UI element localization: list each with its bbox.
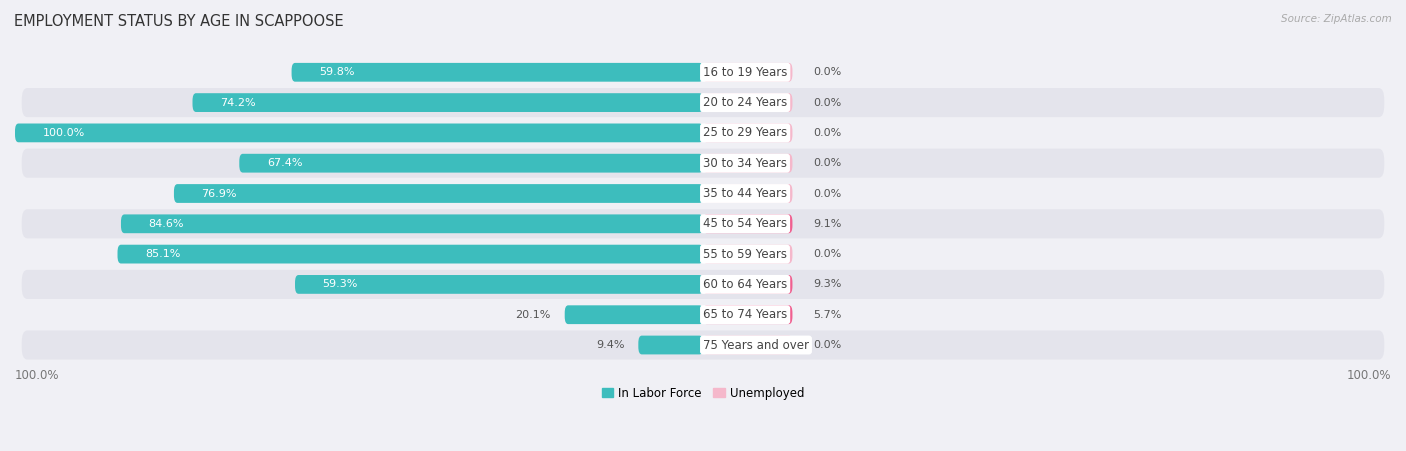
Text: 9.1%: 9.1%: [813, 219, 841, 229]
Text: Source: ZipAtlas.com: Source: ZipAtlas.com: [1281, 14, 1392, 23]
FancyBboxPatch shape: [703, 124, 793, 142]
FancyBboxPatch shape: [703, 336, 793, 354]
Text: 45 to 54 Years: 45 to 54 Years: [703, 217, 787, 230]
FancyBboxPatch shape: [118, 245, 703, 263]
FancyBboxPatch shape: [21, 179, 1385, 208]
FancyBboxPatch shape: [703, 63, 793, 82]
FancyBboxPatch shape: [21, 239, 1385, 269]
FancyBboxPatch shape: [703, 275, 793, 294]
Text: 35 to 44 Years: 35 to 44 Years: [703, 187, 787, 200]
FancyBboxPatch shape: [703, 245, 793, 263]
Text: 85.1%: 85.1%: [145, 249, 180, 259]
Text: 0.0%: 0.0%: [813, 249, 841, 259]
FancyBboxPatch shape: [638, 336, 703, 354]
Text: 100.0%: 100.0%: [42, 128, 84, 138]
Text: 75 Years and over: 75 Years and over: [703, 339, 808, 351]
Text: 9.3%: 9.3%: [813, 280, 841, 290]
Text: 60 to 64 Years: 60 to 64 Years: [703, 278, 787, 291]
Text: 100.0%: 100.0%: [15, 368, 59, 382]
Text: 55 to 59 Years: 55 to 59 Years: [703, 248, 787, 261]
Text: 9.4%: 9.4%: [596, 340, 624, 350]
FancyBboxPatch shape: [21, 58, 1385, 87]
Text: 59.3%: 59.3%: [322, 280, 359, 290]
FancyBboxPatch shape: [21, 118, 1385, 147]
FancyBboxPatch shape: [703, 184, 793, 203]
FancyBboxPatch shape: [291, 63, 703, 82]
Text: 25 to 29 Years: 25 to 29 Years: [703, 126, 787, 139]
Text: 16 to 19 Years: 16 to 19 Years: [703, 66, 787, 79]
Text: 0.0%: 0.0%: [813, 189, 841, 198]
FancyBboxPatch shape: [239, 154, 703, 173]
Text: 0.0%: 0.0%: [813, 158, 841, 168]
FancyBboxPatch shape: [703, 93, 793, 112]
Text: 84.6%: 84.6%: [149, 219, 184, 229]
FancyBboxPatch shape: [703, 305, 793, 324]
FancyBboxPatch shape: [121, 214, 703, 233]
Text: 0.0%: 0.0%: [813, 128, 841, 138]
Text: 20.1%: 20.1%: [516, 310, 551, 320]
Text: 65 to 74 Years: 65 to 74 Years: [703, 308, 787, 321]
Legend: In Labor Force, Unemployed: In Labor Force, Unemployed: [598, 382, 808, 405]
Text: 67.4%: 67.4%: [267, 158, 302, 168]
FancyBboxPatch shape: [21, 300, 1385, 329]
FancyBboxPatch shape: [21, 88, 1385, 117]
Text: 0.0%: 0.0%: [813, 67, 841, 77]
FancyBboxPatch shape: [703, 154, 793, 173]
FancyBboxPatch shape: [15, 124, 703, 142]
Text: 20 to 24 Years: 20 to 24 Years: [703, 96, 787, 109]
FancyBboxPatch shape: [703, 214, 793, 233]
FancyBboxPatch shape: [193, 93, 703, 112]
FancyBboxPatch shape: [21, 270, 1385, 299]
Text: 0.0%: 0.0%: [813, 340, 841, 350]
FancyBboxPatch shape: [21, 149, 1385, 178]
FancyBboxPatch shape: [174, 184, 703, 203]
Text: 100.0%: 100.0%: [1347, 368, 1391, 382]
Text: 76.9%: 76.9%: [201, 189, 238, 198]
FancyBboxPatch shape: [21, 209, 1385, 238]
Text: 30 to 34 Years: 30 to 34 Years: [703, 156, 787, 170]
Text: 5.7%: 5.7%: [813, 310, 841, 320]
FancyBboxPatch shape: [295, 275, 703, 294]
Text: 74.2%: 74.2%: [219, 97, 256, 108]
Text: 0.0%: 0.0%: [813, 97, 841, 108]
FancyBboxPatch shape: [565, 305, 703, 324]
Text: 59.8%: 59.8%: [319, 67, 354, 77]
FancyBboxPatch shape: [21, 331, 1385, 359]
Text: EMPLOYMENT STATUS BY AGE IN SCAPPOOSE: EMPLOYMENT STATUS BY AGE IN SCAPPOOSE: [14, 14, 343, 28]
